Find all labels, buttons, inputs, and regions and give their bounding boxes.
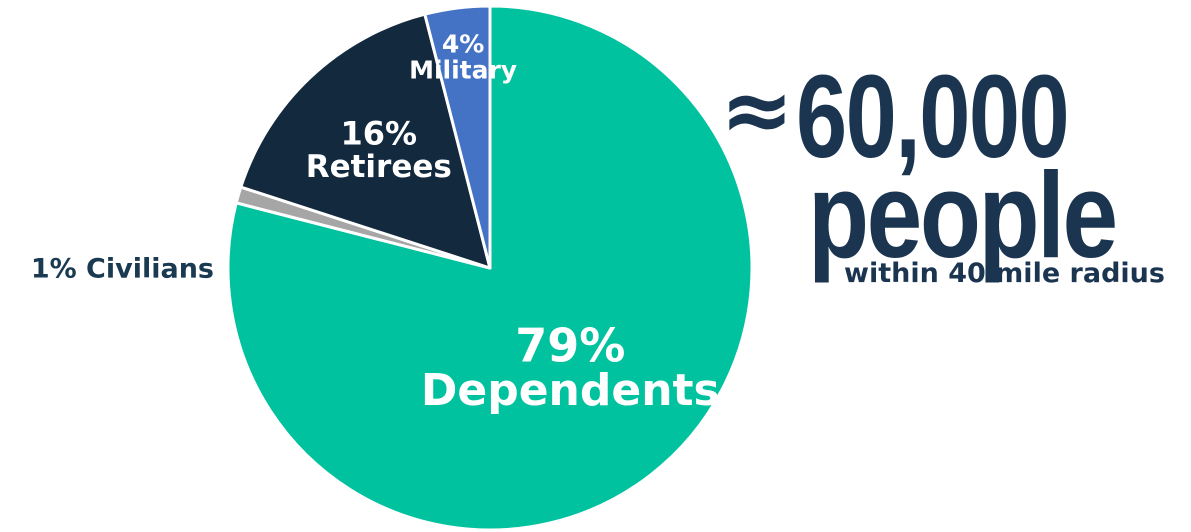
pie-label-military: 4% Military <box>409 30 517 85</box>
pie-label-category: Military <box>409 56 517 85</box>
headline-caption: within 40 mile radius <box>844 258 1165 289</box>
pie-slice-dependents <box>226 4 754 532</box>
pie-slice-military <box>423 4 492 270</box>
pie-label-retirees: 16% Retirees <box>306 114 452 185</box>
pie-label-percent: 79% <box>515 319 625 373</box>
headline-number: 60,000 <box>796 51 1070 183</box>
pie-label-category: Dependents <box>421 365 720 416</box>
pie-label-percent: 4% <box>442 30 484 59</box>
pie-slices <box>226 4 754 532</box>
headline-unit: people <box>808 147 1118 283</box>
pie-labels: 79% Dependents 1% Civilians 16% Retirees 4% Mi… <box>31 30 720 416</box>
pie-slice-retirees <box>239 12 492 270</box>
approx-symbol-icon: ≈ <box>720 58 794 161</box>
pie-label-percent: 16% <box>341 114 418 152</box>
pie-label-civilians: 1% Civilians <box>31 253 214 284</box>
pie-label-category: Retirees <box>306 149 452 185</box>
pie-label-dependents: 79% Dependents <box>421 319 720 416</box>
